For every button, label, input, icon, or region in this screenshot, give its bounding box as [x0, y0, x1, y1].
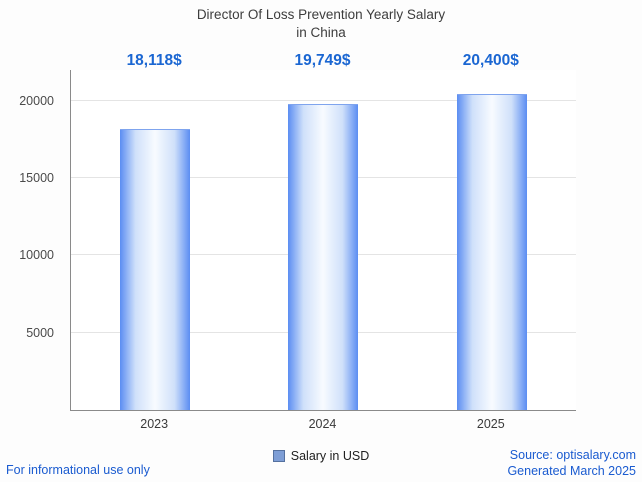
bar-slot — [71, 70, 239, 410]
bar-slot — [408, 70, 576, 410]
legend: Salary in USD — [0, 449, 642, 463]
legend-label: Salary in USD — [290, 449, 370, 463]
source-link[interactable]: Source: optisalary.com — [509, 447, 636, 462]
gridline — [71, 99, 576, 101]
x-tick-label: 2025 — [476, 417, 505, 431]
y-tick-label: 10000 — [19, 248, 54, 263]
y-tick-label: 5000 — [26, 325, 54, 340]
source-block: Source: optisalary.com Generated March 2… — [507, 447, 636, 480]
chart-title-line2: in China — [296, 24, 346, 40]
bar-value-label: 19,749$ — [294, 52, 351, 69]
bar-value-labels: 18,118$ 19,749$ 20,400$ — [70, 52, 575, 70]
plot-area — [70, 70, 576, 411]
bar-value-label: 18,118$ — [126, 52, 182, 69]
y-tick-label: 15000 — [19, 171, 54, 186]
generated-date: Generated March 2025 — [507, 463, 636, 478]
bar-2024 — [288, 103, 359, 410]
x-tick-label: 2023 — [140, 417, 169, 431]
bars — [71, 70, 576, 410]
x-axis-labels: 2023 2024 2025 — [70, 417, 575, 431]
bar-value-label: 20,400$ — [462, 52, 519, 69]
legend-swatch-icon — [272, 450, 285, 462]
bar-2025 — [456, 93, 527, 410]
bar-2023 — [120, 129, 191, 410]
bar-slot — [239, 70, 407, 410]
x-tick-label: 2024 — [308, 417, 337, 431]
y-tick-label: 20000 — [19, 93, 54, 108]
y-axis: 5000 10000 15000 20000 — [0, 70, 62, 410]
chart-title-line1: Director Of Loss Prevention Yearly Salar… — [196, 7, 446, 22]
chart-title: Director Of Loss Prevention Yearly Salar… — [0, 6, 642, 41]
disclaimer-text: For informational use only — [6, 463, 150, 477]
